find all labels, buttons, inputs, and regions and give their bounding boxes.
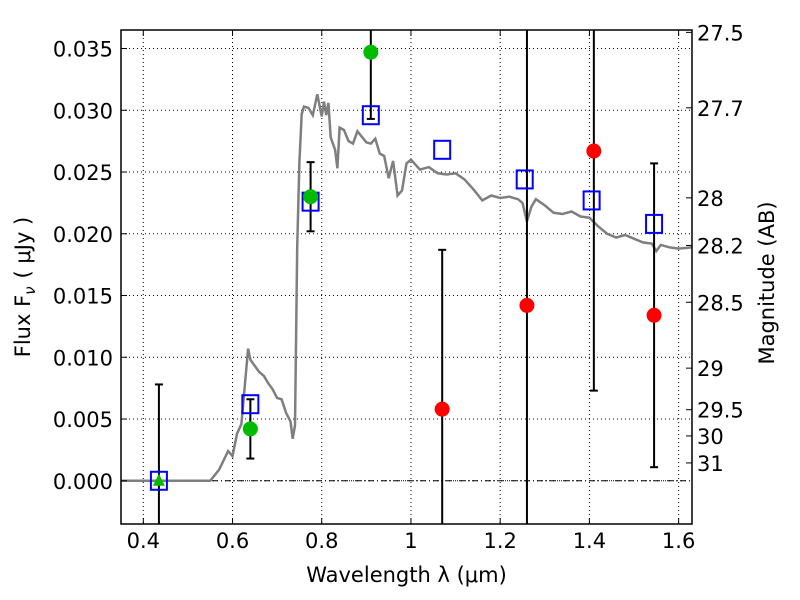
y-tick-label: 0.035 xyxy=(53,38,113,62)
observed-point-circle xyxy=(242,421,258,437)
y-tick-label: 0.020 xyxy=(53,223,113,247)
y-axis-title-unit: ( μJy ) xyxy=(11,217,35,279)
y-axis-title-subscript: ν xyxy=(21,286,39,294)
observed-point-circle xyxy=(646,307,662,323)
model-point-square xyxy=(433,139,452,160)
model-point-square xyxy=(361,105,380,126)
x-tick-label: 0.6 xyxy=(216,529,249,553)
x-tick-label: 1.6 xyxy=(662,529,695,553)
y-tick-label: 0.015 xyxy=(53,285,113,309)
right-tick-label: 28.2 xyxy=(697,234,744,258)
observed-point-triangle xyxy=(152,473,165,486)
right-tick-label: 29 xyxy=(697,357,724,381)
right-tick-label: 29.5 xyxy=(697,399,744,423)
right-tick-label: 28.5 xyxy=(697,291,744,315)
model-point-square xyxy=(582,190,601,211)
right-tick-label: 27.7 xyxy=(697,97,744,121)
tick-labels: 0.4 0.6 0.8 1 1.2 1.4 1.6 0.000 0.005 0.010 0.015 0… xyxy=(53,21,744,553)
model-spectrum-line xyxy=(121,93,693,483)
error-bars xyxy=(154,30,659,524)
y-tick-label: 0.025 xyxy=(53,161,113,185)
y-tick-label: 0.010 xyxy=(53,346,113,370)
right-tick-label: 31 xyxy=(697,452,724,476)
observed-point-circle xyxy=(519,297,535,313)
y-tick-label: 0.000 xyxy=(53,470,113,494)
right-axis-title: Magnitude (AB) xyxy=(755,201,779,364)
tick-marks xyxy=(121,30,692,524)
x-axis-title: Wavelength λ (μm) xyxy=(306,563,507,587)
observed-point-circle xyxy=(363,44,379,60)
y-tick-label: 0.005 xyxy=(53,408,113,432)
x-tick-label: 1.4 xyxy=(573,529,606,553)
model-point-square xyxy=(515,169,534,190)
data-markers xyxy=(149,44,664,491)
x-tick-label: 1 xyxy=(404,529,417,553)
model-point-square xyxy=(645,213,664,234)
x-tick-label: 0.4 xyxy=(127,529,160,553)
right-tick-label: 30 xyxy=(697,425,724,449)
observed-point-circle xyxy=(303,189,319,205)
plot-frame xyxy=(120,29,693,525)
grid-lines xyxy=(121,30,692,524)
y-tick-label: 0.030 xyxy=(53,99,113,123)
model-point-square xyxy=(241,394,260,415)
right-tick-label: 28 xyxy=(697,187,724,211)
y-axis-title: Flux Fν ( μJy ) xyxy=(11,217,39,358)
y-axis-title-main: Flux F xyxy=(11,295,35,357)
observed-point-circle xyxy=(434,401,450,417)
model-point-square xyxy=(149,470,168,491)
observed-point-circle xyxy=(586,143,602,159)
x-tick-label: 1.2 xyxy=(483,529,516,553)
x-tick-label: 0.8 xyxy=(305,529,338,553)
right-tick-label: 27.5 xyxy=(697,21,744,45)
